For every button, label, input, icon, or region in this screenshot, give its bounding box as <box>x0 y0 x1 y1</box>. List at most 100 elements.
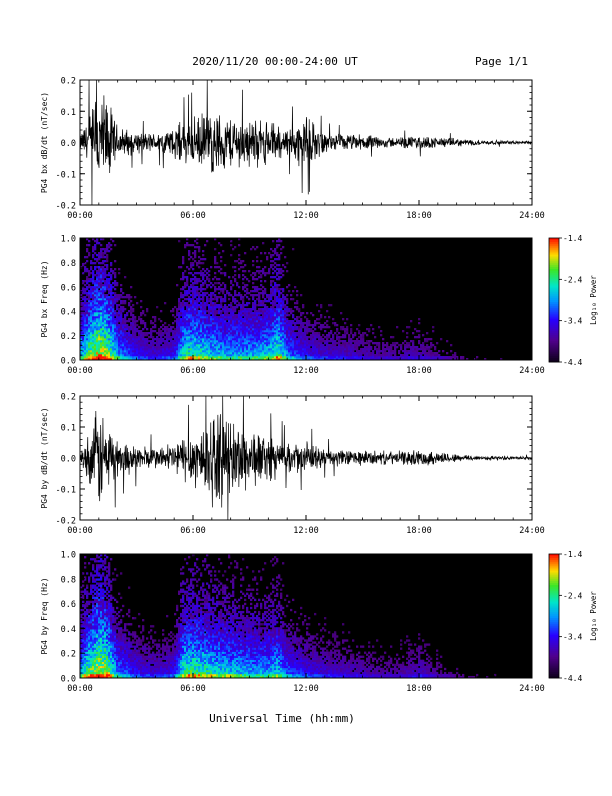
spectrogram-cell <box>298 334 300 336</box>
spectrogram-cell <box>332 346 334 348</box>
spectrogram-cell <box>192 336 194 338</box>
spectrogram-cell <box>182 352 184 354</box>
spectrogram-cell <box>230 286 232 288</box>
spectrogram-cell <box>214 352 216 354</box>
spectrogram-cell <box>346 352 348 354</box>
spectrogram-cell <box>272 310 274 312</box>
spectrogram-cell <box>398 352 400 354</box>
spectrogram-cell <box>168 354 170 356</box>
spectrogram-cell <box>376 352 378 354</box>
spectrogram-cell <box>238 318 240 320</box>
spectrogram-cell <box>242 298 244 300</box>
spectrogram-cell <box>94 252 96 254</box>
spectrogram-cell <box>346 344 348 346</box>
spectrogram-cell <box>188 304 190 306</box>
spectrogram-cell <box>206 334 208 336</box>
spectrogram-cell <box>114 332 116 334</box>
spectrogram-cell <box>298 326 300 328</box>
spectrogram-cell <box>100 336 102 338</box>
spectrogram-cell <box>242 318 244 320</box>
spectrogram-cell <box>104 290 106 292</box>
spectrogram-cell <box>300 322 302 324</box>
spectrogram-cell <box>100 278 102 280</box>
spectrogram-cell <box>106 324 108 326</box>
spectrogram-cell <box>288 346 290 348</box>
spectrogram-cell <box>286 300 288 302</box>
spectrogram-cell <box>230 254 232 256</box>
spectrogram-cell <box>328 346 330 348</box>
spectrogram-cell <box>338 348 340 350</box>
spectrogram-cell <box>320 338 322 340</box>
spectrogram-cell <box>140 318 142 320</box>
spectrogram-cell <box>102 340 104 342</box>
spectrogram-cell <box>422 348 424 350</box>
spectrogram-cell <box>382 344 384 346</box>
spectrogram-cell <box>266 308 268 310</box>
spectrogram-cell <box>216 346 218 348</box>
spectrogram-cell <box>388 346 390 348</box>
spectrogram-cell <box>250 322 252 324</box>
spectrogram-cell <box>182 308 184 310</box>
spectrogram-cell <box>320 306 322 308</box>
spectrogram-cell <box>96 334 98 336</box>
spectrogram-cell <box>204 334 206 336</box>
spectrogram-cell <box>262 336 264 338</box>
spectrogram-cell <box>96 308 98 310</box>
spectrogram-cell <box>120 342 122 344</box>
spectrogram-cell <box>202 330 204 332</box>
spectrogram-cell <box>236 318 238 320</box>
spectrogram-cell <box>92 312 94 314</box>
spectrogram-cell <box>160 346 162 348</box>
spectrogram-cell <box>272 276 274 278</box>
spectrogram-cell <box>244 276 246 278</box>
spectrogram-cell <box>342 326 344 328</box>
spectrogram-cell <box>96 278 98 280</box>
spectrogram-cell <box>404 356 406 358</box>
spectrogram-cell <box>282 246 284 248</box>
spectrogram-cell <box>92 314 94 316</box>
spectrogram-cell <box>238 334 240 336</box>
spectrogram-cell <box>196 324 198 326</box>
spectrogram-cell <box>226 332 228 334</box>
spectrogram-cell <box>90 342 92 344</box>
spectrogram-cell <box>168 350 170 352</box>
spectrogram-cell <box>170 330 172 332</box>
spectrogram-cell <box>168 352 170 354</box>
spectrogram-cell <box>292 328 294 330</box>
spectrogram-cell <box>120 308 122 310</box>
spectrogram-cell <box>86 352 88 354</box>
spectrogram-cell <box>104 288 106 290</box>
spectrogram-cell <box>268 314 270 316</box>
spectrogram-cell <box>188 346 190 348</box>
spectrogram-cell <box>294 322 296 324</box>
spectrogram-cell <box>174 350 176 352</box>
spectrogram-cell <box>226 354 228 356</box>
spectrogram-cell <box>194 332 196 334</box>
spectrogram-cell <box>282 300 284 302</box>
spectrogram-cell <box>112 298 114 300</box>
spectrogram-cell <box>298 322 300 324</box>
spectrogram-cell <box>358 336 360 338</box>
spectrogram-cell <box>290 348 292 350</box>
spectrogram-cell <box>152 322 154 324</box>
spectrogram-cell <box>86 294 88 296</box>
spectrogram-cell <box>188 296 190 298</box>
spectrogram-cell <box>110 348 112 350</box>
spectrogram-cell <box>212 302 214 304</box>
spectrogram-cell <box>140 346 142 348</box>
spectrogram-cell <box>260 292 262 294</box>
spectrogram-cell <box>210 348 212 350</box>
spectrogram-cell <box>194 342 196 344</box>
spectrogram-cell <box>108 242 110 244</box>
spectrogram-cell <box>240 294 242 296</box>
spectrogram-cell <box>254 338 256 340</box>
spectrogram-cell <box>208 332 210 334</box>
spectrogram-cell <box>242 346 244 348</box>
spectrogram-cell <box>238 268 240 270</box>
spectrogram-cell <box>350 356 352 358</box>
spectrogram-cell <box>200 324 202 326</box>
spectrogram-cell <box>166 340 168 342</box>
spectrogram-cell <box>216 328 218 330</box>
spectrogram-cell <box>234 350 236 352</box>
